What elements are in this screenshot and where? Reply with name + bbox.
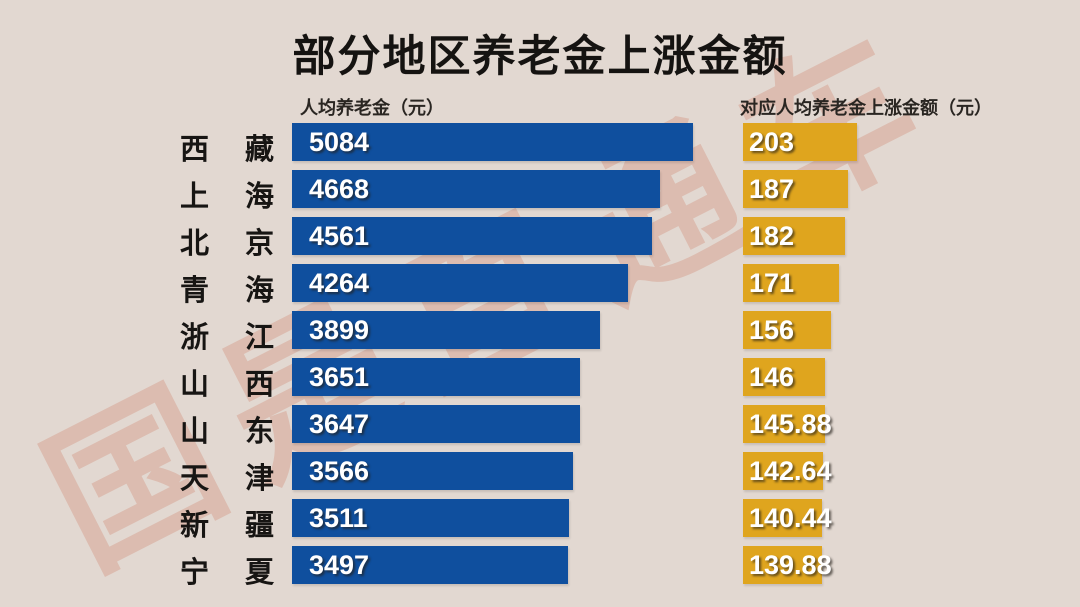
increase-value: 156 — [749, 315, 795, 345]
increase-bar — [743, 546, 822, 584]
chart-row: 山西 3651 146 — [0, 356, 1080, 403]
increase-bar — [743, 264, 839, 302]
region-label: 上海 — [180, 181, 311, 213]
chart-rows: 西藏 5084 203 上海 4668 187 北京 4561 182 青海 4… — [0, 121, 1080, 591]
pension-column-header: 人均养老金（元） — [300, 98, 444, 118]
region-label: 青海 — [180, 275, 311, 307]
increase-bar — [743, 170, 848, 208]
increase-value: 187 — [749, 174, 795, 204]
pension-bar — [292, 264, 628, 302]
pension-value: 3647 — [309, 409, 370, 439]
increase-bar — [743, 499, 822, 537]
increase-value: 139.88 — [749, 550, 832, 580]
region-label: 新疆 — [180, 510, 311, 542]
chart-row: 西藏 5084 203 — [0, 121, 1080, 168]
pension-value: 4264 — [309, 268, 370, 298]
pension-bar — [292, 170, 660, 208]
region-label: 西藏 — [180, 134, 311, 166]
region-label: 宁夏 — [180, 557, 311, 589]
increase-bar — [743, 217, 845, 255]
increase-bar — [743, 452, 823, 490]
pension-bar — [292, 499, 569, 537]
chart-row: 山东 3647 145.88 — [0, 403, 1080, 450]
pension-bar — [292, 452, 573, 490]
pension-value: 3651 — [309, 362, 370, 392]
chart-row: 浙江 3899 156 — [0, 309, 1080, 356]
increase-value: 140.44 — [749, 503, 832, 533]
chart-row: 青海 4264 171 — [0, 262, 1080, 309]
pension-value: 3566 — [309, 456, 370, 486]
region-label: 浙江 — [180, 322, 311, 354]
pension-bar — [292, 217, 652, 255]
chart-row: 天津 3566 142.64 — [0, 450, 1080, 497]
pension-bar — [292, 311, 600, 349]
chart-row: 北京 4561 182 — [0, 215, 1080, 262]
increase-value: 146 — [749, 362, 795, 392]
increase-value: 142.64 — [749, 456, 832, 486]
pension-bar — [292, 405, 580, 443]
chart-row: 上海 4668 187 — [0, 168, 1080, 215]
pension-value: 3899 — [309, 315, 370, 345]
pension-value: 5084 — [309, 127, 370, 157]
pension-value: 3511 — [309, 503, 368, 533]
region-label: 北京 — [180, 228, 311, 260]
pension-bar — [292, 546, 568, 584]
increase-value: 203 — [749, 127, 795, 157]
increase-column-header: 对应人均养老金上涨金额（元） — [740, 98, 992, 118]
region-label: 山东 — [180, 416, 311, 448]
pension-value: 4668 — [309, 174, 370, 204]
pension-value: 4561 — [309, 221, 370, 251]
region-label: 山西 — [180, 369, 311, 401]
increase-value: 145.88 — [749, 409, 832, 439]
increase-bar — [743, 405, 825, 443]
pension-bar — [292, 358, 580, 396]
chart-row: 宁夏 3497 139.88 — [0, 544, 1080, 591]
increase-value: 171 — [749, 268, 795, 298]
pension-value: 3497 — [309, 550, 370, 580]
region-label: 天津 — [180, 463, 311, 495]
increase-value: 182 — [749, 221, 795, 251]
increase-bar — [743, 123, 857, 161]
chart-row: 新疆 3511 140.44 — [0, 497, 1080, 544]
increase-bar — [743, 358, 825, 396]
chart-title: 部分地区养老金上涨金额 — [292, 33, 788, 81]
increase-bar — [743, 311, 831, 349]
pension-bar — [292, 123, 693, 161]
